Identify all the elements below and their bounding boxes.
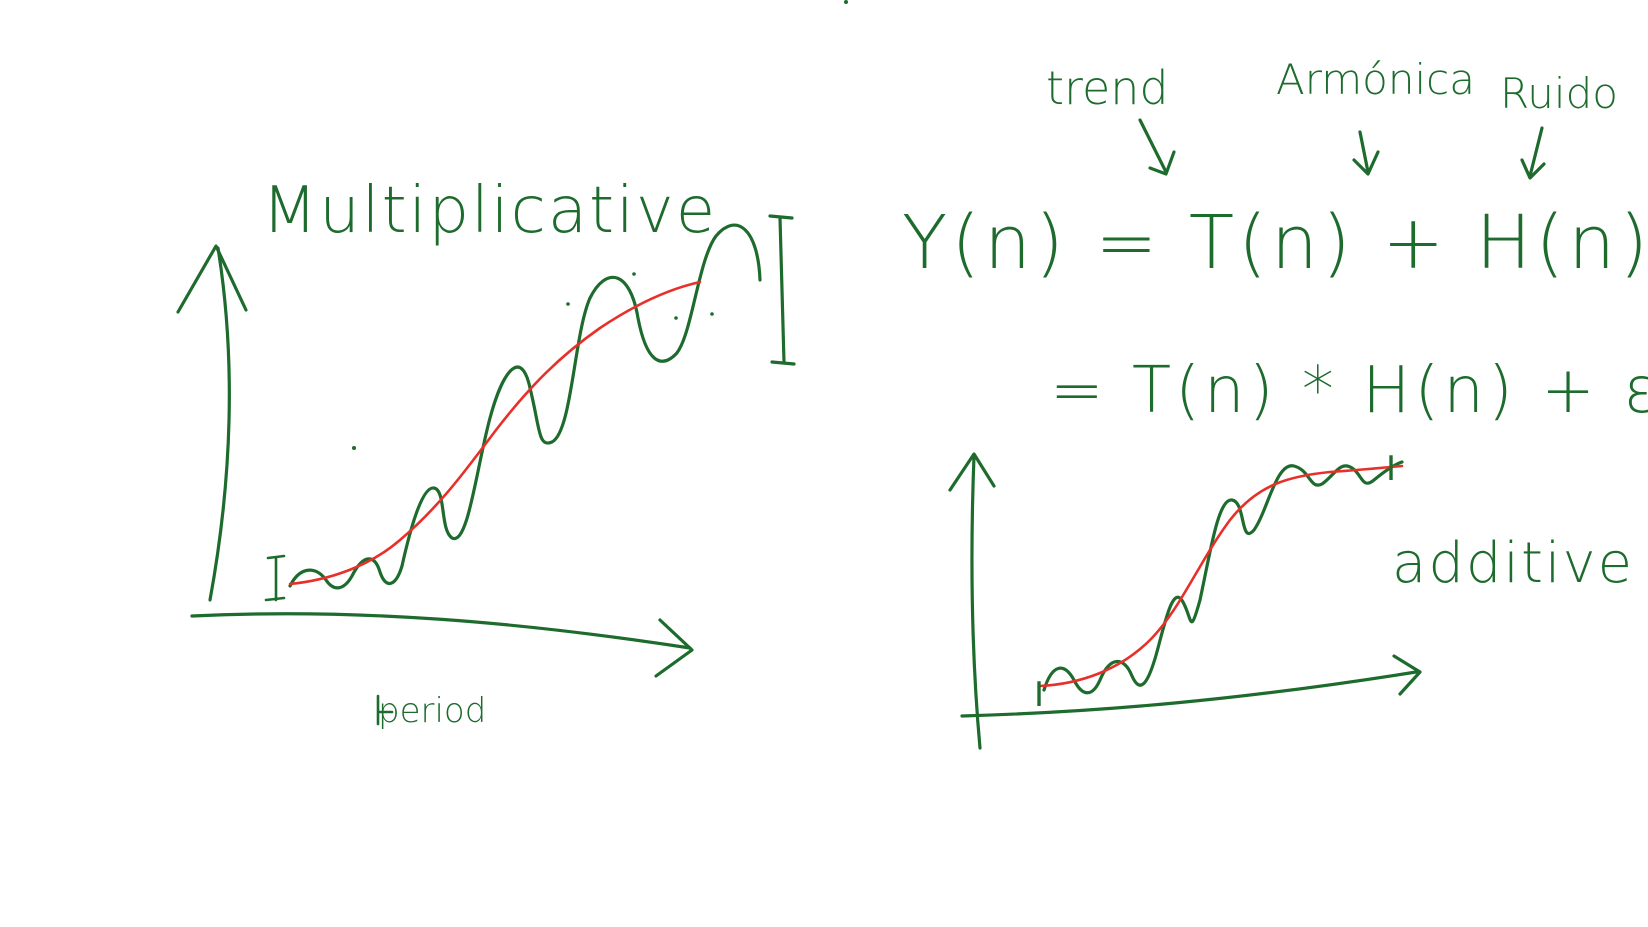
additive-title: additive — [1392, 531, 1634, 596]
additive-y-arrowhead — [948, 452, 996, 492]
multiplicative-end-amplitude-bracket — [768, 214, 796, 366]
stray-dot — [710, 312, 714, 316]
stray-dot — [674, 316, 678, 320]
multiplicative-x-arrowhead — [654, 618, 694, 678]
equation-line-1: Y(n) = T(n) + H(n) + ε — [902, 200, 1648, 286]
additive-end-amplitude-mark: I — [1386, 449, 1396, 489]
label-ruido: Ruido — [1500, 69, 1618, 118]
equations-block: trend Armónica Ruido Y(n) = T(n) + H(n) … — [902, 55, 1648, 428]
additive-y-axis — [970, 454, 982, 750]
additive-start-amplitude-mark: I — [1034, 675, 1044, 715]
top-edge-mark — [844, 0, 848, 4]
label-trend: trend — [1046, 61, 1169, 115]
additive-diagram: additive I I — [948, 449, 1634, 750]
multiplicative-x-label-tick — [376, 694, 394, 726]
multiplicative-title: Multiplicative — [262, 174, 717, 248]
equation-line-2: = T(n) * H(n) + ε — [1050, 354, 1648, 428]
multiplicative-start-amplitude-mark — [264, 554, 286, 602]
multiplicative-y-arrowhead — [176, 244, 248, 314]
stray-dot — [632, 272, 636, 276]
additive-x-axis — [960, 670, 1418, 718]
multiplicative-trend-line — [288, 280, 702, 586]
multiplicative-x-label: period — [378, 691, 486, 731]
arrow-to-armonica — [1352, 130, 1380, 176]
additive-series-curve — [1042, 460, 1404, 695]
multiplicative-series-curve — [288, 223, 762, 590]
additive-trend-line — [1038, 464, 1404, 688]
stray-dot — [352, 446, 356, 450]
multiplicative-x-axis — [190, 612, 692, 650]
additive-x-arrowhead — [1392, 654, 1422, 696]
multiplicative-y-axis — [208, 246, 231, 602]
multiplicative-diagram: Multiplicative period — [176, 174, 796, 731]
arrow-to-ruido — [1520, 126, 1546, 180]
arrow-to-trend — [1138, 118, 1176, 176]
stray-dot — [566, 302, 570, 306]
label-armonica: Armónica — [1276, 55, 1475, 104]
